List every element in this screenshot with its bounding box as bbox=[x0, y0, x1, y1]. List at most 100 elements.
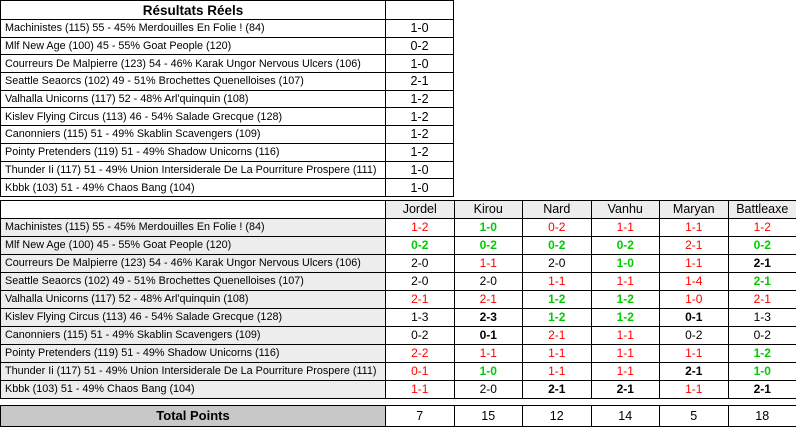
match-label: Valhalla Unicorns (117) 52 - 48% Arl'qui… bbox=[1, 90, 386, 108]
match-label: Canonniers (115) 51 - 49% Skablin Scaven… bbox=[1, 326, 386, 344]
result-row: Valhalla Unicorns (117) 52 - 48% Arl'qui… bbox=[1, 90, 454, 108]
result-row: Kbbk (103) 51 - 49% Chaos Bang (104)1-0 bbox=[1, 179, 454, 197]
prediction-row: Courreurs De Malpierre (123) 54 - 46% Ka… bbox=[1, 254, 796, 272]
prediction-row: Canonniers (115) 51 - 49% Skablin Scaven… bbox=[1, 326, 796, 344]
match-score: 1-2 bbox=[386, 126, 454, 144]
match-label: Kbbk (103) 51 - 49% Chaos Bang (104) bbox=[1, 380, 386, 398]
player-column-header: Vanhu bbox=[591, 200, 660, 218]
total-points-value: 7 bbox=[386, 405, 455, 426]
prediction-cell: 1-1 bbox=[523, 272, 592, 290]
total-points-value: 18 bbox=[728, 405, 796, 426]
total-points-value: 14 bbox=[591, 405, 660, 426]
result-row: Mlf New Age (100) 45 - 55% Goat People (… bbox=[1, 37, 454, 55]
match-label: Courreurs De Malpierre (123) 54 - 46% Ka… bbox=[1, 55, 386, 73]
prediction-cell: 1-2 bbox=[591, 290, 660, 308]
match-score: 2-1 bbox=[386, 73, 454, 91]
result-row: Thunder Ii (117) 51 - 49% Union Intersid… bbox=[1, 161, 454, 179]
prediction-cell: 2-1 bbox=[728, 272, 796, 290]
match-label: Pointy Pretenders (119) 51 - 49% Shadow … bbox=[1, 143, 386, 161]
total-points-value: 12 bbox=[523, 405, 592, 426]
prediction-cell: 0-2 bbox=[386, 326, 455, 344]
prediction-row: Pointy Pretenders (119) 51 - 49% Shadow … bbox=[1, 344, 796, 362]
player-column-header: Kirou bbox=[454, 200, 523, 218]
prediction-cell: 0-2 bbox=[386, 236, 455, 254]
prediction-cell: 0-2 bbox=[660, 326, 729, 344]
match-score: 1-0 bbox=[386, 55, 454, 73]
match-score: 1-0 bbox=[386, 179, 454, 197]
match-score: 1-2 bbox=[386, 90, 454, 108]
prediction-cell: 1-1 bbox=[660, 344, 729, 362]
prediction-cell: 1-1 bbox=[591, 272, 660, 290]
prediction-cell: 1-1 bbox=[660, 254, 729, 272]
match-label: Kislev Flying Circus (113) 46 - 54% Sala… bbox=[1, 108, 386, 126]
prediction-cell: 2-1 bbox=[523, 380, 592, 398]
prediction-cell: 0-2 bbox=[591, 236, 660, 254]
prediction-cell: 0-2 bbox=[728, 236, 796, 254]
results-title-row: Résultats Réels bbox=[1, 1, 454, 20]
prediction-cell: 2-1 bbox=[591, 380, 660, 398]
prediction-cell: 2-1 bbox=[454, 290, 523, 308]
prediction-cell: 2-1 bbox=[728, 254, 796, 272]
result-row: Pointy Pretenders (119) 51 - 49% Shadow … bbox=[1, 143, 454, 161]
prediction-cell: 0-1 bbox=[454, 326, 523, 344]
prediction-cell: 2-0 bbox=[386, 254, 455, 272]
match-label: Seattle Seaorcs (102) 49 - 51% Brochette… bbox=[1, 73, 386, 91]
prediction-cell: 1-2 bbox=[523, 308, 592, 326]
prediction-cell: 2-1 bbox=[660, 236, 729, 254]
prediction-cell: 0-1 bbox=[386, 362, 455, 380]
prediction-row: Seattle Seaorcs (102) 49 - 51% Brochette… bbox=[1, 272, 796, 290]
prediction-cell: 1-0 bbox=[660, 290, 729, 308]
total-points-value: 15 bbox=[454, 405, 523, 426]
match-label: Kislev Flying Circus (113) 46 - 54% Sala… bbox=[1, 308, 386, 326]
player-column-header: Battleaxe bbox=[728, 200, 796, 218]
prediction-row: Machinistes (115) 55 - 45% Merdouilles E… bbox=[1, 218, 796, 236]
match-score: 1-0 bbox=[386, 161, 454, 179]
result-row: Courreurs De Malpierre (123) 54 - 46% Ka… bbox=[1, 55, 454, 73]
prediction-cell: 2-1 bbox=[660, 362, 729, 380]
match-label: Mlf New Age (100) 45 - 55% Goat People (… bbox=[1, 37, 386, 55]
match-score: 1-2 bbox=[386, 108, 454, 126]
match-label: Machinistes (115) 55 - 45% Merdouilles E… bbox=[1, 20, 386, 38]
prediction-row: Valhalla Unicorns (117) 52 - 48% Arl'qui… bbox=[1, 290, 796, 308]
match-label: Thunder Ii (117) 51 - 49% Union Intersid… bbox=[1, 362, 386, 380]
prediction-cell: 1-0 bbox=[454, 218, 523, 236]
prediction-cell: 0-1 bbox=[660, 308, 729, 326]
result-row: Canonniers (115) 51 - 49% Skablin Scaven… bbox=[1, 126, 454, 144]
prediction-cell: 1-3 bbox=[728, 308, 796, 326]
match-label: Courreurs De Malpierre (123) 54 - 46% Ka… bbox=[1, 254, 386, 272]
prediction-cell: 2-0 bbox=[386, 272, 455, 290]
prediction-cell: 0-2 bbox=[523, 218, 592, 236]
prediction-cell: 1-0 bbox=[591, 254, 660, 272]
match-label: Pointy Pretenders (119) 51 - 49% Shadow … bbox=[1, 344, 386, 362]
match-label: Seattle Seaorcs (102) 49 - 51% Brochette… bbox=[1, 272, 386, 290]
prediction-cell: 1-2 bbox=[728, 218, 796, 236]
prediction-cell: 2-1 bbox=[728, 290, 796, 308]
prediction-cell: 2-3 bbox=[454, 308, 523, 326]
result-row: Seattle Seaorcs (102) 49 - 51% Brochette… bbox=[1, 73, 454, 91]
match-label: Mlf New Age (100) 45 - 55% Goat People (… bbox=[1, 236, 386, 254]
match-score: 0-2 bbox=[386, 37, 454, 55]
prediction-row: Kislev Flying Circus (113) 46 - 54% Sala… bbox=[1, 308, 796, 326]
prediction-cell: 2-2 bbox=[386, 344, 455, 362]
prediction-row: Thunder Ii (117) 51 - 49% Union Intersid… bbox=[1, 362, 796, 380]
prediction-cell: 2-1 bbox=[523, 326, 592, 344]
prediction-cell: 2-0 bbox=[454, 272, 523, 290]
prediction-cell: 1-1 bbox=[660, 218, 729, 236]
match-label: Machinistes (115) 55 - 45% Merdouilles E… bbox=[1, 218, 386, 236]
prediction-cell: 1-1 bbox=[454, 254, 523, 272]
prediction-cell: 2-0 bbox=[523, 254, 592, 272]
prediction-cell: 2-0 bbox=[454, 380, 523, 398]
prediction-cell: 1-1 bbox=[386, 380, 455, 398]
match-label: Thunder Ii (117) 51 - 49% Union Intersid… bbox=[1, 161, 386, 179]
results-title-spacer bbox=[386, 1, 454, 20]
results-table: Résultats Réels Machinistes (115) 55 - 4… bbox=[0, 0, 454, 197]
player-column-header: Maryan bbox=[660, 200, 729, 218]
prediction-cell: 1-1 bbox=[523, 344, 592, 362]
prediction-cell: 1-3 bbox=[386, 308, 455, 326]
prediction-cell: 2-1 bbox=[386, 290, 455, 308]
prediction-cell: 1-1 bbox=[591, 218, 660, 236]
